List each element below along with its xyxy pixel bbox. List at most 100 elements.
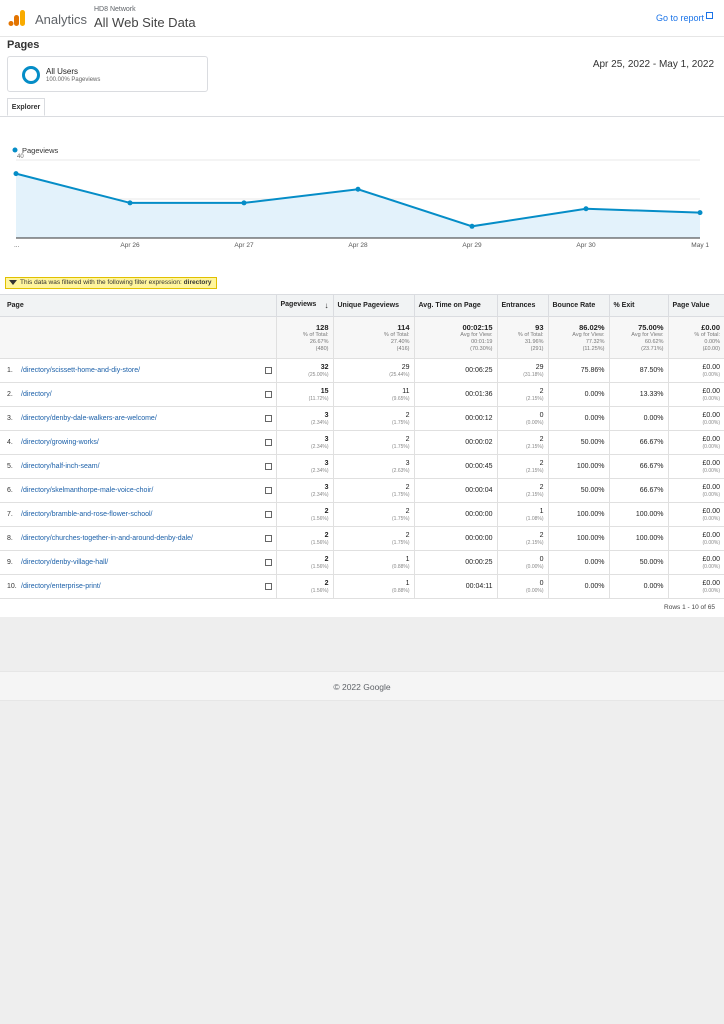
entrances-value: 2 <box>539 532 544 539</box>
unique-pageviews-value: 2 <box>405 508 410 515</box>
page-value: £0.00 <box>702 388 720 395</box>
bounce-rate-cell: 0.00% <box>547 550 609 575</box>
footer: © 2022 Google <box>0 671 724 701</box>
open-page-icon[interactable] <box>264 415 272 422</box>
unique-pageviews-percent: (25.44%) <box>389 372 410 378</box>
pageviews-value: 3 <box>324 436 329 443</box>
total-sub-label: % of Total: <box>302 332 329 338</box>
data-point[interactable] <box>355 186 361 192</box>
page-value-percent: (0.00%) <box>702 516 720 522</box>
total-sub-base: (£0.00) <box>702 346 720 352</box>
col-header-page-value[interactable]: Page Value <box>667 294 724 317</box>
entrances-value: 2 <box>539 388 544 395</box>
data-point[interactable] <box>697 210 703 216</box>
page-link[interactable]: /directory/denby-dale-walkers-are-welcom… <box>21 415 157 422</box>
pageviews-value: 32 <box>320 364 329 371</box>
pageviews-cell: 3 (2.34%) <box>275 430 333 455</box>
total-value: 00:02:15 <box>462 323 493 332</box>
unique-pageviews-cell: 29 (25.44%) <box>332 358 414 383</box>
page-link[interactable]: /directory/ <box>21 391 52 398</box>
avg-time-value: 00:04:11 <box>465 583 493 590</box>
unique-pageviews-percent: (2.63%) <box>391 468 410 474</box>
bounce-rate-cell: 0.00% <box>547 406 609 431</box>
segment-card[interactable]: All Users 100.00% Pageviews <box>7 56 208 92</box>
unique-pageviews-percent: (1.75%) <box>391 492 410 498</box>
total-sub-label: Avg for View: <box>631 332 664 338</box>
unique-pageviews-percent: (1.75%) <box>391 516 410 522</box>
page-value-percent: (0.00%) <box>702 588 720 594</box>
col-header-page[interactable]: Page <box>0 294 276 317</box>
unique-pageviews-cell: 2 (1.75%) <box>332 526 414 551</box>
total-sub-label: % of Total: <box>383 332 410 338</box>
open-page-icon[interactable] <box>264 487 272 494</box>
data-point[interactable] <box>127 200 133 206</box>
page-link[interactable]: /directory/enterprise-print/ <box>21 583 101 590</box>
col-header-entrances[interactable]: Entrances <box>496 294 548 317</box>
date-range[interactable]: Apr 25, 2022 - May 1, 2022 <box>592 59 714 70</box>
bounce-rate-value: 0.00% <box>584 391 605 398</box>
unique-pageviews-percent: (0.88%) <box>391 588 410 594</box>
page-cell: 5. /directory/half-inch-seam/ <box>0 454 276 479</box>
open-page-icon[interactable] <box>264 391 272 398</box>
pageviews-percent: (25.00%) <box>308 372 329 378</box>
unique-pageviews-cell: 11 (9.65%) <box>332 382 414 407</box>
data-point[interactable] <box>583 206 589 212</box>
external-link-icon[interactable] <box>706 12 713 19</box>
report-page: Analytics HD8 Network All Web Site Data … <box>0 0 724 617</box>
pageviews-cell: 2 (1.56%) <box>275 550 333 575</box>
unique-pageviews-percent: (9.65%) <box>391 396 410 402</box>
page-cell: 10. /directory/enterprise-print/ <box>0 574 276 599</box>
total-sub-label: Avg for View: <box>572 332 605 338</box>
tab-explorer[interactable]: Explorer <box>7 98 45 116</box>
open-page-icon[interactable] <box>264 583 272 590</box>
data-point[interactable] <box>13 171 19 177</box>
col-header-exit[interactable]: % Exit <box>608 294 668 317</box>
data-point[interactable] <box>241 200 247 206</box>
open-page-icon[interactable] <box>264 439 272 446</box>
page-link[interactable]: /directory/growing-works/ <box>21 439 99 446</box>
open-page-icon[interactable] <box>264 367 272 374</box>
avg-time-value: 00:00:02 <box>465 439 493 446</box>
total-value: 75.00% <box>638 323 664 332</box>
table-row: 2./directory/15 (11.72%) 11 (9.65%) 00:01:36… <box>0 382 724 407</box>
page-value-percent: (0.00%) <box>702 468 720 474</box>
exit-cell: 66.67% <box>608 454 668 479</box>
page-value: £0.00 <box>702 484 720 491</box>
entrances-cell: 1 (1.08%) <box>496 502 548 527</box>
unique-pageviews-cell: 2 (1.75%) <box>332 406 414 431</box>
data-point[interactable] <box>469 223 475 229</box>
entrances-cell: 2 (2.15%) <box>496 478 548 503</box>
page-value-cell: £0.00 (0.00%) <box>667 550 724 575</box>
open-page-icon[interactable] <box>264 559 272 566</box>
avg-time-cell: 00:00:45 <box>413 454 497 479</box>
series-area <box>16 173 700 238</box>
pageviews-cell: 3 (2.34%) <box>275 454 333 479</box>
page-cell: 4. /directory/growing-works/ <box>0 430 276 455</box>
page-link[interactable]: /directory/skelmanthorpe-male-voice-choi… <box>21 487 154 494</box>
unique-pageviews-cell: 2 (1.75%) <box>332 502 414 527</box>
view-name[interactable]: All Web Site Data <box>94 15 196 30</box>
avg-time-cell: 00:00:25 <box>413 550 497 575</box>
bounce-rate-cell: 100.00% <box>547 502 609 527</box>
pageviews-value: 3 <box>324 412 329 419</box>
col-header-bounce-rate[interactable]: Bounce Rate <box>547 294 609 317</box>
col-header-unique-pageviews[interactable]: Unique Pageviews <box>332 294 414 317</box>
page-link[interactable]: /directory/scissett-home-and-diy-store/ <box>21 367 141 374</box>
page-link[interactable]: /directory/bramble-and-rose-flower-schoo… <box>21 511 153 518</box>
open-page-icon[interactable] <box>264 535 272 542</box>
col-header-pageviews[interactable]: Pageviews ↓ <box>275 294 333 317</box>
go-to-report-link[interactable]: Go to report <box>655 13 704 23</box>
page-link[interactable]: /directory/denby-village-hall/ <box>21 559 109 566</box>
open-page-icon[interactable] <box>264 511 272 518</box>
pageviews-cell: 3 (2.34%) <box>275 478 333 503</box>
page-value: £0.00 <box>702 580 720 587</box>
page-link[interactable]: /directory/churches-together-in-and-arou… <box>21 535 193 542</box>
col-header-avg-time[interactable]: Avg. Time on Page <box>413 294 497 317</box>
pageviews-cell: 2 (1.56%) <box>275 526 333 551</box>
entrances-percent: (2.15%) <box>525 492 544 498</box>
open-page-icon[interactable] <box>264 463 272 470</box>
page-cell: 7. /directory/bramble-and-rose-flower-sch… <box>0 502 276 527</box>
total-sub-base: (416) <box>396 346 410 352</box>
app-brand: Analytics <box>35 12 88 27</box>
page-link[interactable]: /directory/half-inch-seam/ <box>21 463 100 470</box>
